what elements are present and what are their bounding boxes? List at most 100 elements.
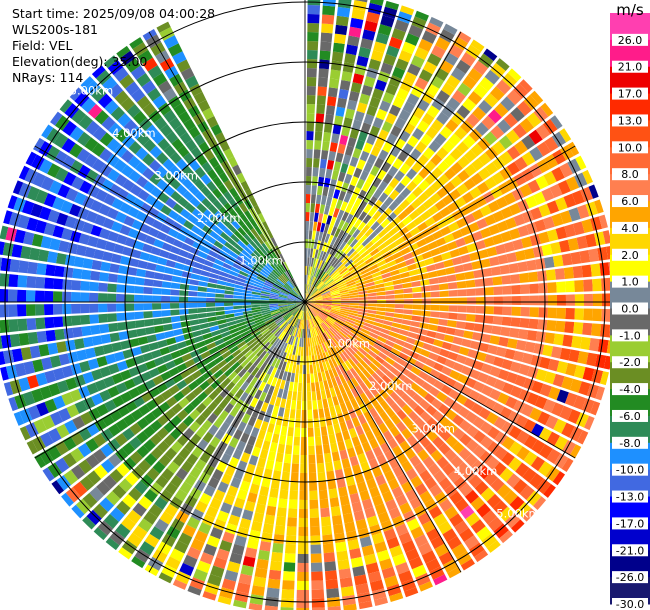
radar-gate <box>285 334 292 344</box>
radar-gate <box>116 312 126 322</box>
radar-gate <box>216 284 226 290</box>
radar-gate <box>358 433 368 445</box>
radar-gate <box>280 598 294 608</box>
radar-gate <box>264 605 278 610</box>
radar-gate <box>419 322 430 330</box>
radar-gate <box>162 323 173 332</box>
radar-gate <box>166 461 180 474</box>
radar-gate <box>265 596 279 607</box>
radar-gate <box>115 382 128 394</box>
radar-gate <box>418 581 433 592</box>
radar-gate <box>574 308 584 321</box>
radar-gate <box>282 311 291 318</box>
radar-gate <box>275 317 284 325</box>
radar-gate <box>519 272 530 283</box>
radar-gate <box>413 405 425 417</box>
radar-gate <box>467 90 483 105</box>
radar-gate <box>287 390 293 401</box>
radar-gate <box>266 365 274 376</box>
radar-gate <box>443 396 456 408</box>
radar-gate <box>582 169 593 185</box>
radar-gate <box>45 264 56 277</box>
radar-gate <box>247 492 258 503</box>
radar-gate <box>506 145 521 160</box>
radar-gate <box>269 248 277 258</box>
radar-gate <box>181 326 192 334</box>
radar-gate <box>409 226 421 237</box>
radar-gate <box>174 488 188 502</box>
radar-gate <box>592 293 602 307</box>
radar-gate <box>248 326 258 333</box>
radar-gate <box>322 305 332 308</box>
radar-gate <box>44 317 55 329</box>
radar-gate <box>182 524 197 538</box>
radar-gate <box>331 304 341 307</box>
radar-gate <box>180 369 191 379</box>
radar-gate <box>536 141 551 157</box>
radar-gate <box>89 314 100 324</box>
radar-gate <box>419 348 431 358</box>
colorbar-tick-bg <box>612 329 648 342</box>
radar-gate <box>457 155 470 169</box>
radar-gate <box>214 338 225 346</box>
radar-gate <box>345 44 358 56</box>
radar-gate <box>376 434 387 446</box>
radar-gate <box>241 223 250 234</box>
radar-gate <box>513 350 525 362</box>
radar-gate <box>159 511 174 525</box>
radar-gate <box>324 243 331 253</box>
radar-gate <box>543 216 555 230</box>
radar-gate <box>26 304 36 317</box>
radar-gate <box>398 531 413 545</box>
radar-gate <box>342 372 351 382</box>
radar-gate <box>425 375 437 386</box>
radar-gate <box>309 319 314 328</box>
radar-gate <box>403 361 414 371</box>
radar-gate <box>261 254 270 263</box>
radar-gate <box>352 464 362 476</box>
radar-gate <box>256 348 265 357</box>
radar-gate <box>538 295 549 306</box>
radar-gate <box>223 202 234 213</box>
radar-gate <box>188 302 198 308</box>
radar-gate <box>296 285 302 295</box>
radar-gate <box>236 255 246 264</box>
radar-gate <box>252 313 263 319</box>
radar-gate <box>577 204 590 219</box>
radar-gate <box>36 330 48 344</box>
radar-gate <box>513 213 526 227</box>
radar-gate <box>460 365 473 376</box>
radar-gate <box>175 510 189 524</box>
radar-gate <box>312 306 321 313</box>
radar-gate <box>273 534 285 545</box>
radar-gate <box>505 129 520 144</box>
radar-gate <box>257 213 266 223</box>
radar-gate <box>546 200 560 214</box>
radar-gate <box>275 266 283 275</box>
radar-gate <box>272 269 281 277</box>
radar-gate <box>415 204 427 215</box>
radar-gate <box>306 275 308 285</box>
radar-gate <box>384 418 395 430</box>
radar-gate <box>302 328 304 338</box>
radar-gate <box>134 548 151 564</box>
radar-gate <box>363 203 373 214</box>
radar-gate <box>0 257 3 271</box>
radar-gate <box>379 246 390 256</box>
radar-gate <box>191 267 202 275</box>
radar-gate <box>280 398 287 409</box>
radar-gate <box>203 355 214 365</box>
radar-gate <box>354 64 367 76</box>
radar-gate <box>542 118 558 135</box>
radar-gate <box>313 296 323 300</box>
radar-gate <box>321 333 328 342</box>
radar-gate <box>547 294 557 306</box>
radar-gate <box>93 527 108 541</box>
radar-gate <box>400 175 412 187</box>
radar-gate <box>470 39 485 52</box>
radar-gate <box>434 199 447 211</box>
radar-gate <box>235 216 245 227</box>
radar-gate <box>369 248 380 257</box>
radar-gate <box>198 317 209 324</box>
radar-gate <box>511 519 525 533</box>
